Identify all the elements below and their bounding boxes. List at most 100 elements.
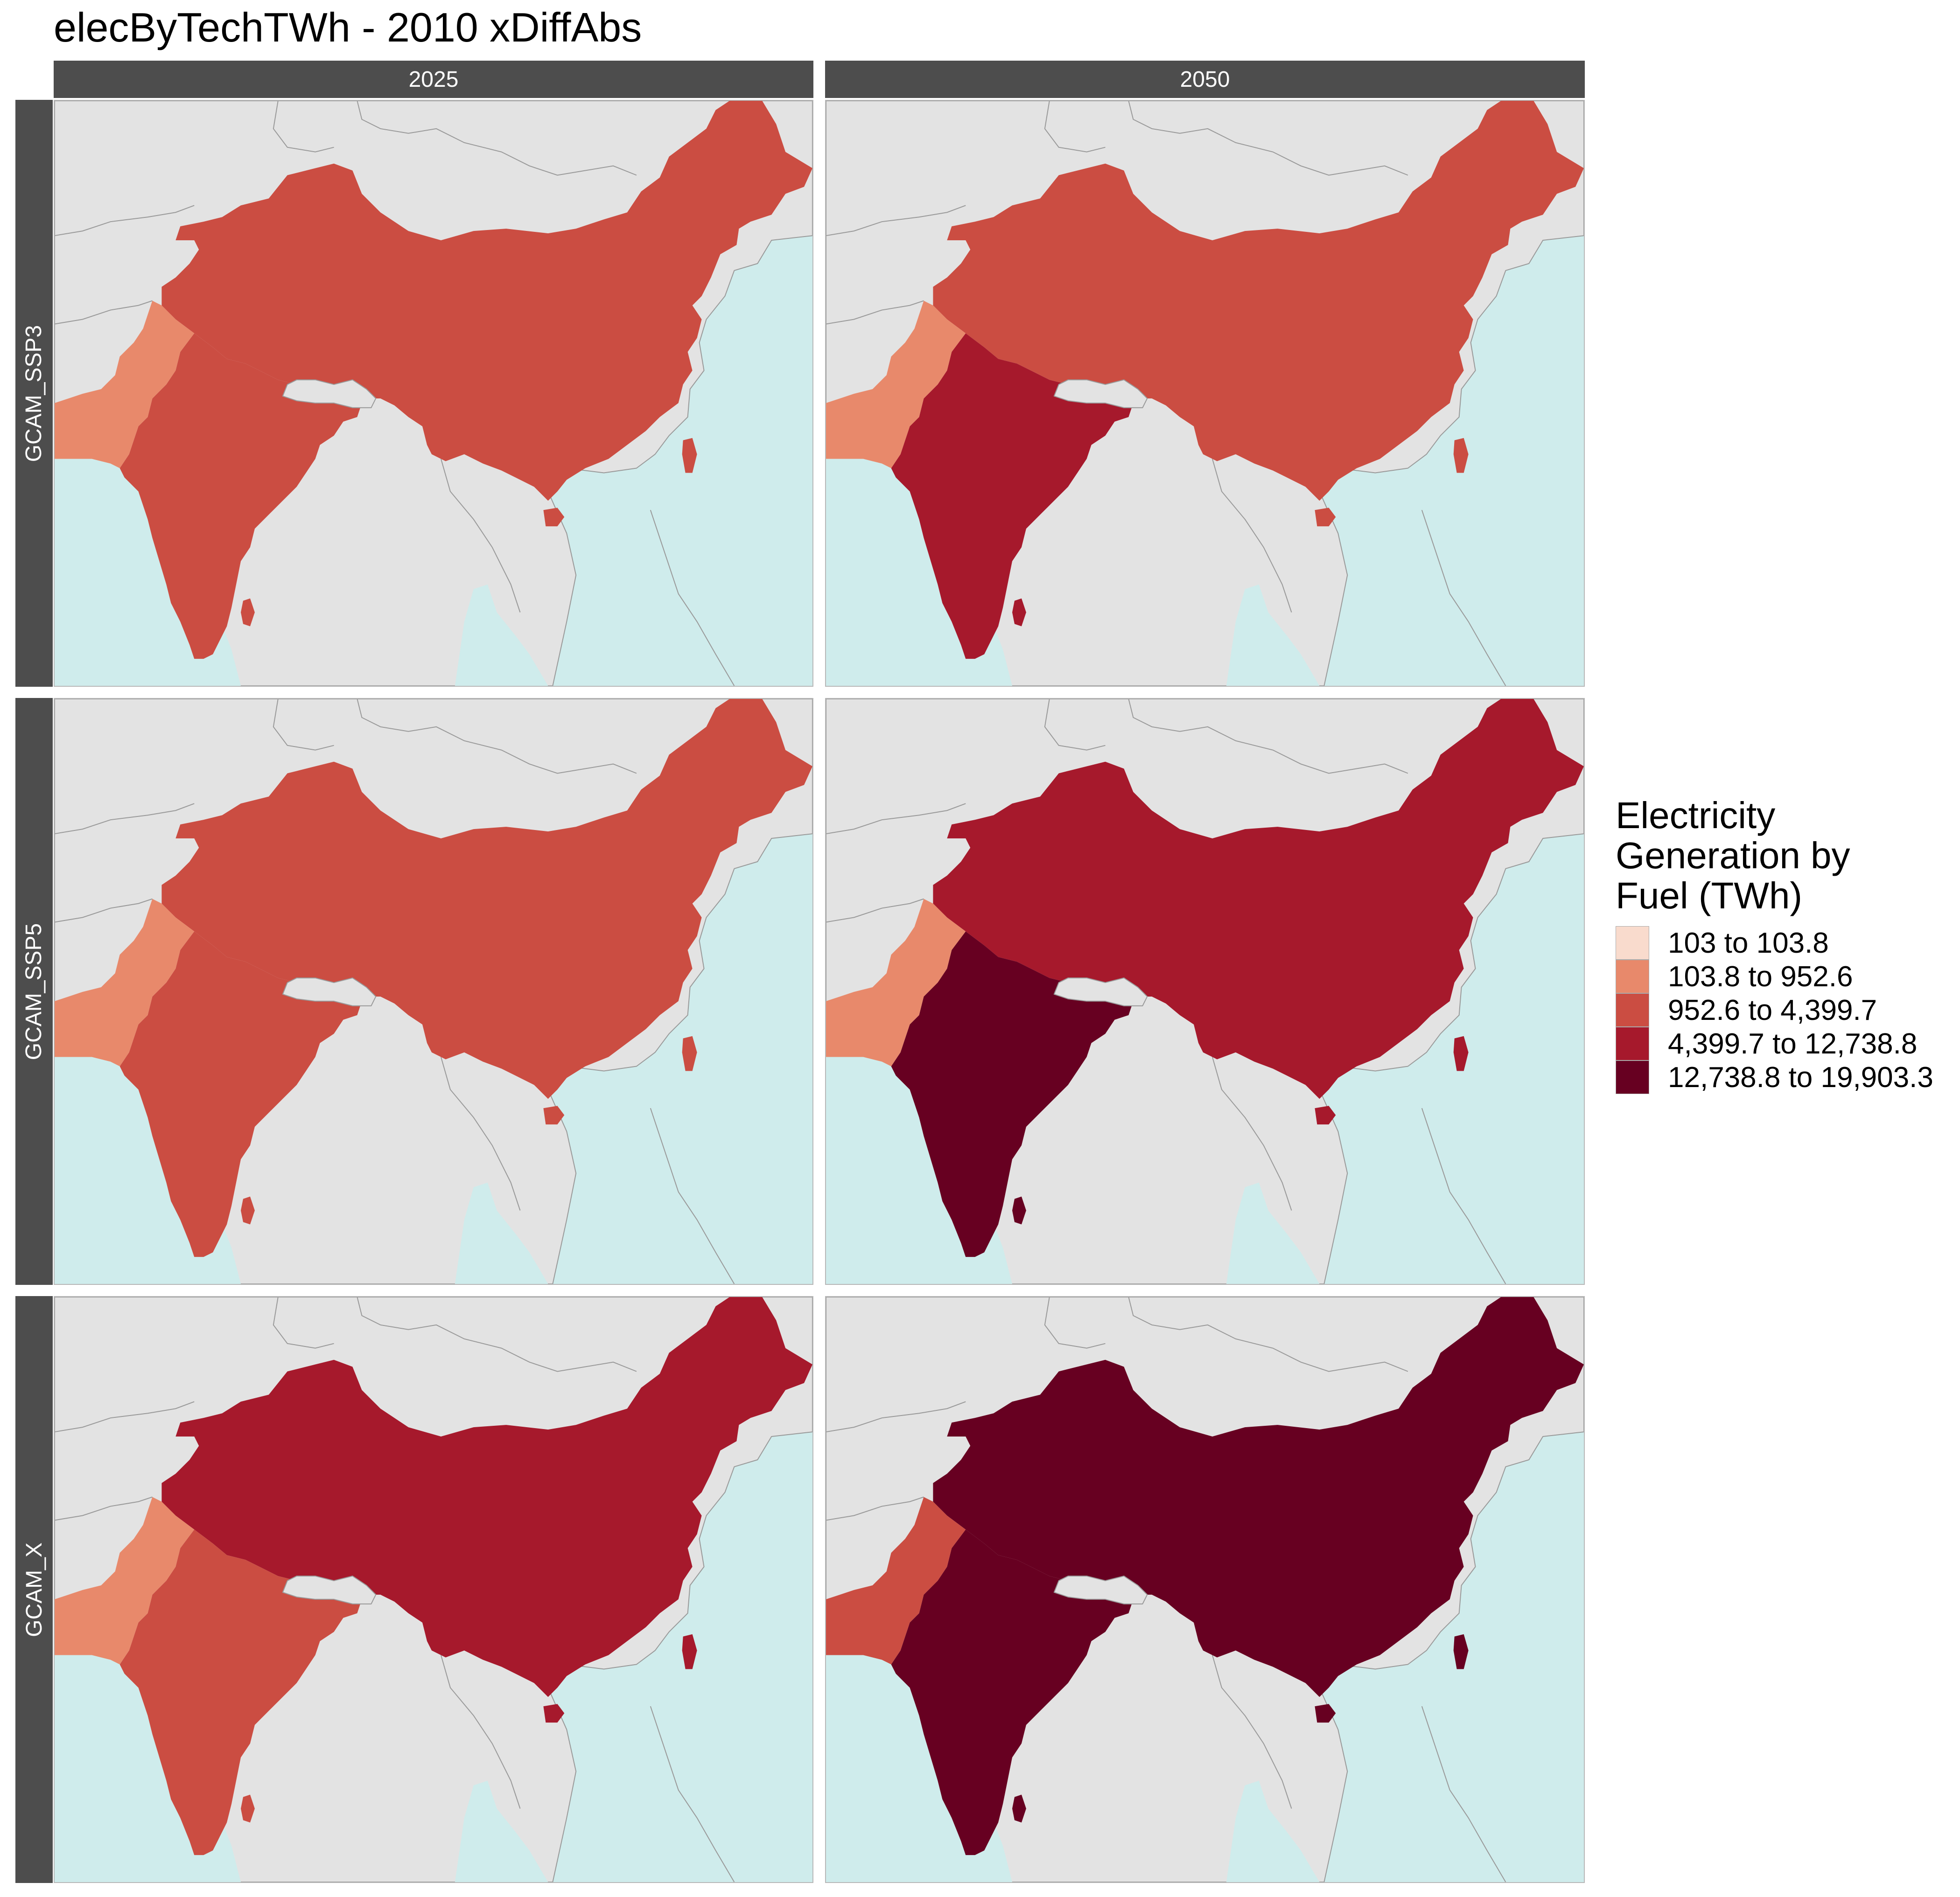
map-canvas bbox=[826, 699, 1584, 1284]
map-panel-ssp5-2025 bbox=[54, 698, 813, 1285]
region-nepal bbox=[282, 977, 377, 1006]
region-china-hainan bbox=[1315, 1704, 1336, 1723]
region-nepal bbox=[1053, 977, 1148, 1006]
region-china bbox=[933, 699, 1584, 1099]
country-border bbox=[826, 898, 924, 923]
region-pakistan bbox=[55, 300, 195, 468]
legend-label: 12,738.8 to 19,903.3 bbox=[1668, 1061, 1933, 1094]
row-header-label: GCAM_X bbox=[21, 1542, 47, 1637]
country-border bbox=[1421, 509, 1506, 686]
country-border bbox=[1421, 1108, 1506, 1284]
region-india bbox=[891, 333, 1134, 659]
region-india bbox=[891, 1529, 1134, 1855]
country-border bbox=[357, 699, 637, 774]
column-header-2025: 2025 bbox=[54, 61, 813, 98]
country-border bbox=[1128, 101, 1408, 176]
map-panel-x-2050 bbox=[825, 1296, 1585, 1883]
legend-label: 103.8 to 952.6 bbox=[1668, 960, 1853, 993]
region-china-hainan bbox=[543, 508, 565, 527]
map-canvas bbox=[826, 1297, 1584, 1882]
sea-area bbox=[826, 1655, 1584, 1882]
region-pakistan bbox=[826, 300, 966, 468]
region-pakistan bbox=[826, 1497, 966, 1665]
country-border bbox=[55, 205, 195, 237]
country-border bbox=[55, 300, 153, 325]
country-border bbox=[273, 699, 334, 751]
country-border bbox=[826, 1401, 966, 1433]
region-china-taiwan bbox=[1453, 1634, 1469, 1669]
sea-area bbox=[55, 1655, 812, 1882]
region-china-hainan bbox=[543, 1106, 565, 1125]
map-panel-ssp5-2050 bbox=[825, 698, 1585, 1285]
country-border bbox=[55, 1496, 153, 1521]
region-china-hainan bbox=[543, 1704, 565, 1723]
region-india-sri-lanka bbox=[241, 1196, 255, 1225]
legend-item: 952.6 to 4,399.7 bbox=[1616, 993, 1933, 1027]
region-china-taiwan bbox=[682, 438, 697, 473]
region-india bbox=[119, 1529, 362, 1855]
map-canvas bbox=[55, 1297, 812, 1882]
region-china bbox=[933, 1297, 1584, 1697]
map-canvas bbox=[55, 101, 812, 686]
legend-label: 952.6 to 4,399.7 bbox=[1668, 994, 1877, 1026]
country-border bbox=[55, 1401, 195, 1433]
region-china-taiwan bbox=[1453, 438, 1469, 473]
country-border bbox=[826, 1496, 924, 1521]
legend-swatch bbox=[1616, 1060, 1649, 1094]
region-china bbox=[161, 699, 812, 1099]
row-header-label: GCAM_SSP5 bbox=[21, 923, 47, 1060]
region-india bbox=[119, 333, 362, 659]
region-china bbox=[933, 101, 1584, 501]
region-china bbox=[161, 1297, 812, 1697]
legend-label: 103 to 103.8 bbox=[1668, 927, 1829, 959]
region-nepal bbox=[282, 379, 377, 408]
region-china-taiwan bbox=[682, 1036, 697, 1071]
legend-label: 4,399.7 to 12,738.8 bbox=[1668, 1027, 1918, 1060]
sea-area bbox=[55, 459, 812, 686]
country-border bbox=[1421, 1706, 1506, 1882]
country-border bbox=[826, 300, 924, 325]
country-border bbox=[650, 509, 735, 686]
map-panel-x-2025 bbox=[54, 1296, 813, 1883]
region-india bbox=[119, 931, 362, 1257]
country-border bbox=[1212, 1057, 1292, 1211]
sea-area bbox=[826, 1057, 1584, 1284]
legend-item: 103 to 103.8 bbox=[1616, 926, 1933, 960]
country-border bbox=[1212, 1655, 1292, 1809]
region-nepal bbox=[1053, 379, 1148, 408]
region-india-sri-lanka bbox=[1012, 598, 1026, 627]
legend-swatch bbox=[1616, 1027, 1649, 1060]
region-china-hainan bbox=[1315, 1106, 1336, 1125]
country-border bbox=[357, 101, 637, 176]
country-border bbox=[650, 1108, 735, 1284]
country-border bbox=[357, 1297, 637, 1372]
legend-item: 12,738.8 to 19,903.3 bbox=[1616, 1060, 1933, 1094]
country-border bbox=[1044, 101, 1106, 153]
region-india-sri-lanka bbox=[241, 598, 255, 627]
map-panel-ssp3-2050 bbox=[825, 100, 1585, 687]
country-border bbox=[1128, 699, 1408, 774]
country-border bbox=[273, 1297, 334, 1349]
country-border bbox=[1044, 699, 1106, 751]
sea-area bbox=[826, 459, 1584, 686]
row-header-gcam-ssp3: GCAM_SSP3 bbox=[15, 100, 53, 687]
page-title: elecByTechTWh - 2010 xDiffAbs bbox=[54, 4, 642, 50]
country-border bbox=[55, 803, 195, 835]
country-border bbox=[441, 459, 521, 613]
region-india-sri-lanka bbox=[1012, 1794, 1026, 1823]
country-border bbox=[273, 101, 334, 153]
map-legend: Electricity Generation by Fuel (TWh) 103… bbox=[1616, 795, 1933, 1094]
country-border bbox=[650, 1706, 735, 1882]
country-border bbox=[1128, 1297, 1408, 1372]
region-pakistan bbox=[826, 899, 966, 1067]
country-border bbox=[441, 1655, 521, 1809]
region-china-taiwan bbox=[1453, 1036, 1469, 1071]
row-header-gcam-ssp5: GCAM_SSP5 bbox=[15, 698, 53, 1285]
legend-swatch bbox=[1616, 993, 1649, 1027]
map-canvas bbox=[55, 699, 812, 1284]
region-nepal bbox=[282, 1576, 377, 1604]
region-pakistan bbox=[55, 1497, 195, 1665]
country-border bbox=[1212, 459, 1292, 613]
map-panel-ssp3-2025 bbox=[54, 100, 813, 687]
country-border bbox=[441, 1057, 521, 1211]
